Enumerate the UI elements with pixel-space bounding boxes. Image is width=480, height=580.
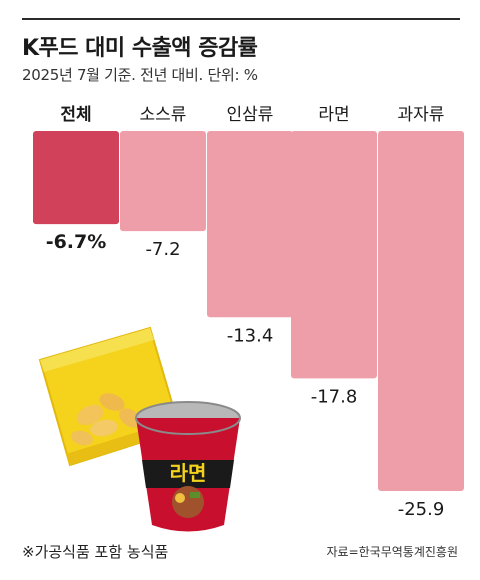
source-label: 자료=한국무역통계진흥원 [326,545,459,559]
category-label: 전체 [60,105,91,125]
category-label: 소스류 [140,105,187,125]
chart-title: K푸드 대미 수출액 증감률 [22,36,258,61]
bar [291,131,377,379]
data-label: -13.4 [227,325,274,346]
bar [120,131,206,232]
category-label: 라면 [318,105,349,125]
category-label: 인삼류 [227,105,274,125]
bar [207,131,293,318]
bar [378,131,464,491]
ramen-cup-icon: 라면 [135,401,241,532]
food-illustration: 라면 [38,326,241,532]
footnote: ※가공식품 포함 농식품 [22,543,169,561]
data-label: -25.9 [398,499,445,520]
data-label: -17.8 [311,386,358,407]
ramen-cup-label: 라면 [170,461,207,485]
data-label: -7.2 [145,239,180,260]
top-rule [22,18,460,20]
category-label: 과자류 [398,105,445,125]
chart-subtitle: 2025년 7월 기준. 전년 대비. 단위: % [22,66,258,84]
bar [33,131,119,225]
data-label: -6.7% [46,231,107,253]
